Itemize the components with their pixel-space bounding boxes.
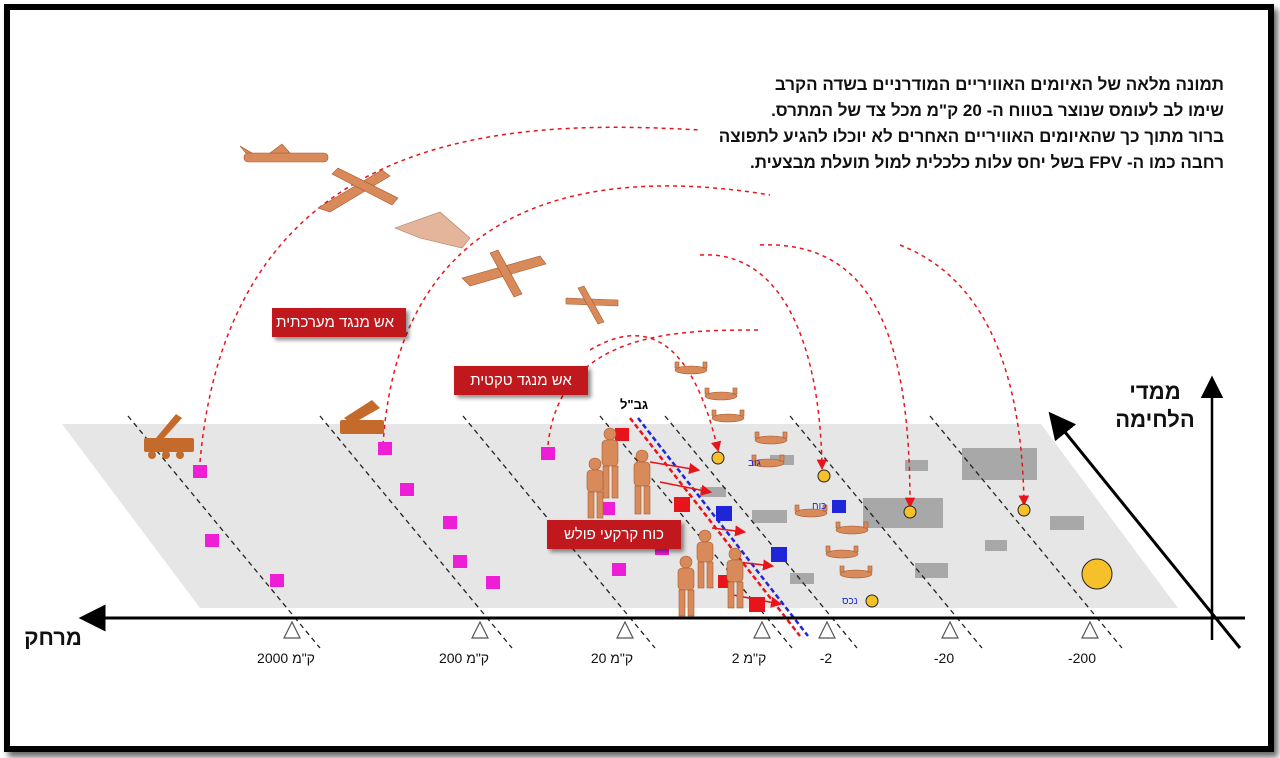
tick-label: -200 <box>1067 650 1097 666</box>
ground-force-tag: כוח קרקעי פולש <box>547 520 681 549</box>
drone-icon <box>394 211 471 249</box>
tick-label: 2 ק"מ <box>731 650 767 666</box>
soldier-icon <box>586 427 744 617</box>
terrain-patches <box>700 448 1084 584</box>
note-line-3: ברור מתוך כך שהאיומים האוויריים האחרים ל… <box>718 127 1224 172</box>
dimension-axis-title: ממדי הלחימה <box>1115 379 1195 432</box>
dimension-axis <box>1048 375 1242 649</box>
axis-ticks <box>283 620 1099 639</box>
strategic-fire-tag: אש מנגד מערכתית <box>272 308 406 337</box>
cruise-missile-icon <box>239 143 329 163</box>
ground-force-arrows <box>649 461 783 608</box>
description-note: תמונה מלאה של האיומים האוויריים המודרניי… <box>704 72 1224 176</box>
tick-label: -20 <box>933 650 955 666</box>
border-label: גב"ל <box>620 397 649 412</box>
rocket-launcher-icon <box>340 400 384 434</box>
tick-label: -2 <box>819 650 833 666</box>
small-label-a: גוב <box>748 458 761 469</box>
note-line-1: תמונה מלאה של האיומים האוויריים המודרניי… <box>774 75 1224 94</box>
fpv-drone-icon <box>674 361 873 579</box>
own-assets <box>193 442 669 589</box>
tick-label: 2000 ק"מ <box>257 650 315 666</box>
tactical-fire-tag: אש מנגד טקטית <box>454 366 588 395</box>
border-line <box>629 417 809 637</box>
note-line-2: שימו לב לעומס שנוצר בטווח ה- 20 ק"מ מכל … <box>771 101 1224 120</box>
drone-icon <box>565 285 619 325</box>
small-label-b: כוח <box>812 501 827 512</box>
threat-arcs <box>199 126 1030 509</box>
launcher-icon <box>144 414 194 459</box>
tick-label: 20 ק"מ <box>590 650 634 666</box>
battlefield-plane <box>62 424 1178 608</box>
target-icon <box>711 451 1113 608</box>
tick-label: 200 ק"מ <box>438 650 490 666</box>
diagram-frame <box>4 4 1274 752</box>
drone-icon <box>317 167 399 213</box>
distance-axis-title: מרחק <box>24 625 82 650</box>
drone-icon <box>461 249 547 298</box>
small-label-c: נכס <box>842 596 858 607</box>
